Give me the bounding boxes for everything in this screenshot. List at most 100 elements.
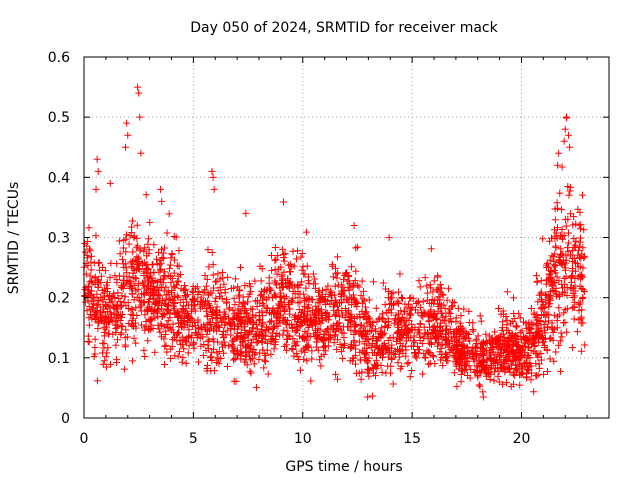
data-point <box>287 297 295 305</box>
data-point <box>129 311 137 319</box>
data-point <box>412 348 420 356</box>
data-point <box>128 290 136 298</box>
data-point <box>95 259 103 267</box>
data-point <box>535 330 543 338</box>
data-point <box>202 282 210 290</box>
data-point <box>278 271 286 279</box>
data-point <box>494 334 502 342</box>
data-point <box>581 287 589 295</box>
data-point <box>555 293 563 301</box>
data-point <box>482 330 490 338</box>
data-point <box>379 279 387 287</box>
data-point <box>345 316 353 324</box>
data-point <box>574 205 582 213</box>
data-point <box>154 278 162 286</box>
data-point <box>353 243 361 251</box>
data-point <box>134 285 142 293</box>
data-point <box>513 348 521 356</box>
data-point <box>198 302 206 310</box>
data-point <box>557 259 565 267</box>
data-point <box>280 326 288 334</box>
data-point <box>437 319 445 327</box>
data-point <box>332 312 340 320</box>
data-point <box>261 358 269 366</box>
data-point <box>258 338 266 346</box>
data-point <box>243 361 251 369</box>
data-point <box>267 350 275 358</box>
data-point <box>346 357 354 365</box>
data-point <box>469 327 477 335</box>
data-point <box>183 338 191 346</box>
data-point <box>289 345 297 353</box>
data-point <box>102 352 110 360</box>
data-point <box>111 293 119 301</box>
data-point <box>445 285 453 293</box>
data-point <box>86 310 94 318</box>
data-point <box>210 185 218 193</box>
data-point <box>406 310 414 318</box>
data-point <box>143 286 151 294</box>
data-point <box>115 311 123 319</box>
data-point <box>361 349 369 357</box>
data-point <box>382 345 390 353</box>
data-point <box>512 323 520 331</box>
data-point <box>463 357 471 365</box>
data-point <box>401 343 409 351</box>
data-point <box>258 296 266 304</box>
data-point <box>278 283 286 291</box>
data-point <box>359 295 367 303</box>
data-point <box>386 349 394 357</box>
data-point <box>190 302 198 310</box>
data-point <box>139 298 147 306</box>
data-point <box>183 309 191 317</box>
data-point <box>570 213 578 221</box>
data-point <box>555 311 563 319</box>
data-point <box>249 311 257 319</box>
data-point <box>204 344 212 352</box>
data-point <box>293 322 301 330</box>
data-point <box>195 288 203 296</box>
data-point <box>85 286 93 294</box>
data-point <box>335 319 343 327</box>
data-point <box>539 304 547 312</box>
data-point <box>141 244 149 252</box>
data-point <box>415 277 423 285</box>
data-point <box>170 304 178 312</box>
data-point <box>87 291 95 299</box>
data-point <box>166 314 174 322</box>
data-point <box>297 278 305 286</box>
data-point <box>157 185 165 193</box>
data-point <box>300 270 308 278</box>
data-point <box>334 320 342 328</box>
data-point <box>197 323 205 331</box>
data-point <box>155 248 163 256</box>
data-point <box>301 348 309 356</box>
data-point <box>518 369 526 377</box>
data-point <box>557 329 565 337</box>
data-point <box>561 125 569 133</box>
data-point <box>527 376 535 384</box>
data-point <box>331 291 339 299</box>
data-point <box>556 251 564 259</box>
data-point <box>346 293 354 301</box>
data-point <box>318 294 326 302</box>
data-point <box>429 288 437 296</box>
data-point <box>107 360 115 368</box>
data-point <box>370 361 378 369</box>
data-point <box>406 294 414 302</box>
data-point <box>146 317 154 325</box>
data-point <box>214 270 222 278</box>
data-point <box>271 256 279 264</box>
data-point <box>404 326 412 334</box>
data-point <box>256 292 264 300</box>
data-point <box>414 297 422 305</box>
data-point <box>269 294 277 302</box>
data-point <box>301 318 309 326</box>
data-point <box>347 326 355 334</box>
data-point <box>235 291 243 299</box>
data-point <box>565 131 573 139</box>
data-point <box>413 343 421 351</box>
data-point <box>319 343 327 351</box>
data-point <box>278 276 286 284</box>
data-point <box>510 294 518 302</box>
